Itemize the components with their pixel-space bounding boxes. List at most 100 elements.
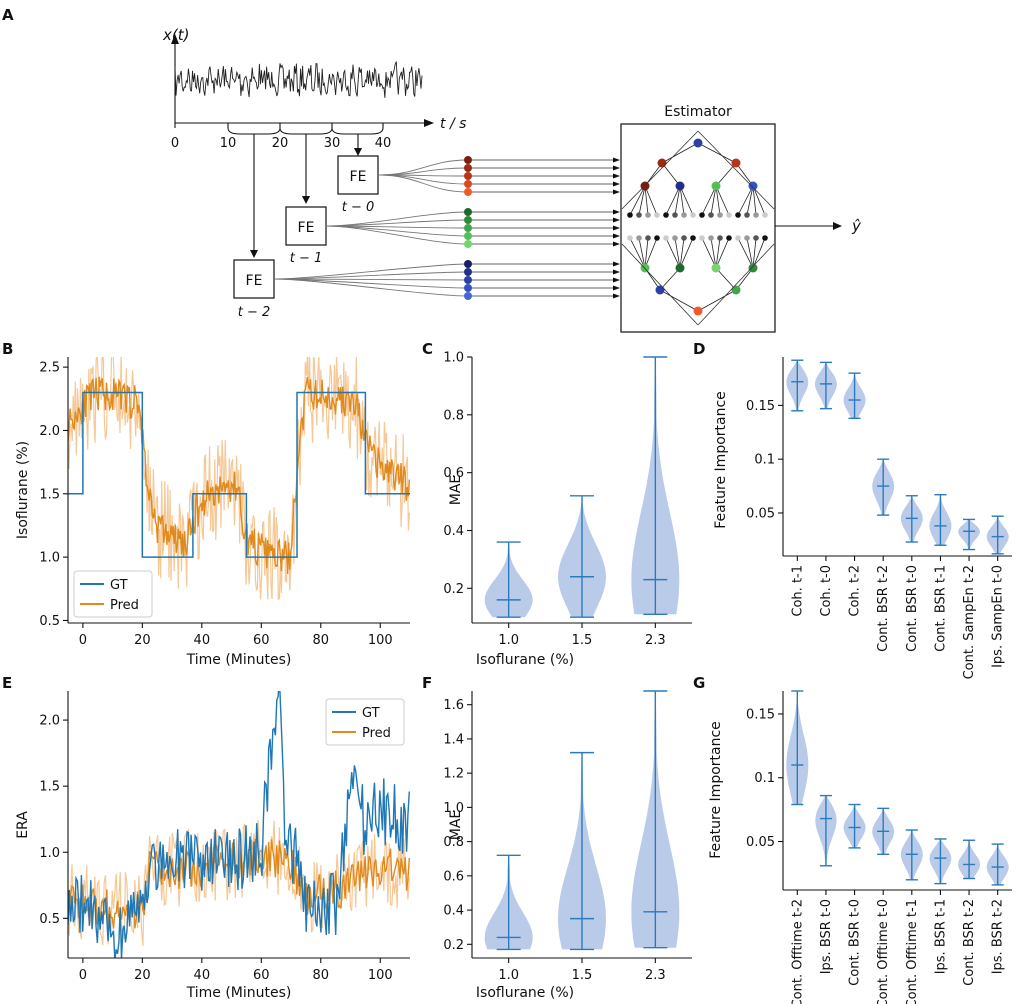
pred-band <box>68 357 410 601</box>
feature-node <box>464 216 472 224</box>
estimator-trees <box>621 130 775 326</box>
arrowhead <box>613 173 620 179</box>
time-tick-label: 10 <box>220 136 237 151</box>
fe-lag-label: t − 1 <box>290 251 323 266</box>
arrowhead <box>354 148 362 156</box>
estimator-title: Estimator <box>664 104 732 120</box>
x-tick-label: Cont. BSR t-1 <box>933 565 948 652</box>
y-tick-label: 0.2 <box>443 582 464 597</box>
arrowhead <box>613 157 620 163</box>
tree-leaf <box>690 212 696 218</box>
tree-edge <box>715 267 737 291</box>
tree-split-node <box>657 158 667 168</box>
panel-e-axes: 0.5 1.0 1.5 2.0 0 20 40 60 80 100 <box>39 691 410 983</box>
pred-line <box>68 376 410 574</box>
panel-g-chart: 0.05 0.1 0.15 Cont. Offtime t-2 Ips. BSR t-0… <box>746 690 1012 1004</box>
time-tick-label: 0 <box>171 136 179 151</box>
tree-edge <box>701 185 717 216</box>
x-tick-label: Coh. t-1 <box>790 565 805 617</box>
legend-pred-label: Pred <box>110 598 139 613</box>
panel-label-b: B <box>2 340 13 358</box>
tree-leaf <box>663 235 669 241</box>
tree-edge <box>715 185 730 216</box>
time-ticks: 0 10 20 30 40 <box>171 123 391 151</box>
tree-leaf <box>726 235 732 241</box>
arrowhead <box>613 209 620 215</box>
x-tick-label: 1.0 <box>498 633 519 648</box>
panel-label-c: C <box>422 340 433 358</box>
arrowhead <box>613 261 620 267</box>
window-brace-t2 <box>227 127 281 135</box>
gt-line <box>68 391 410 558</box>
tree-leaf <box>726 212 732 218</box>
x-tick-label: Ips. BSR t-0 <box>819 899 834 974</box>
tree-leaf <box>699 212 705 218</box>
arrowhead <box>613 293 620 299</box>
tree-leaf <box>636 235 642 241</box>
x-tick-label: 60 <box>253 968 270 983</box>
tree-edge <box>644 185 658 216</box>
tree-leaf <box>690 235 696 241</box>
time-tick-label: 40 <box>375 136 392 151</box>
arrowhead <box>613 181 620 187</box>
legend-box <box>73 570 153 618</box>
feature-node <box>464 164 472 172</box>
tree-leaf <box>699 235 705 241</box>
y-tick-label: 1.0 <box>443 801 464 816</box>
tree-leaf <box>645 235 651 241</box>
tree-edge <box>665 237 681 269</box>
pipeline-diagram: x(t) t / s 0 10 20 30 40 FE <box>162 26 862 333</box>
feature-node <box>464 208 472 216</box>
tree-leaf <box>735 235 741 241</box>
x-tick-label: 2.3 <box>645 968 666 983</box>
tree-edge <box>644 237 658 269</box>
legend: GT Pred <box>325 698 405 746</box>
y-tick-label: 2.5 <box>39 361 60 376</box>
panel-label-g: G <box>693 674 705 692</box>
feature-node <box>464 276 472 284</box>
arrowhead <box>613 233 620 239</box>
feature-node <box>464 268 472 276</box>
tree-leaf <box>708 212 714 218</box>
fe-lag-label: t − 2 <box>238 305 271 320</box>
y-tick-label: 1.0 <box>39 551 60 566</box>
fe-box-label: FE <box>246 273 263 289</box>
time-axis-label: t / s <box>440 116 466 132</box>
tree-edge <box>697 289 737 312</box>
x-tick-label: 1.5 <box>572 633 593 648</box>
y-axis-label: MAE <box>448 475 464 506</box>
fe-lag-label: t − 0 <box>342 200 375 215</box>
panel-label-e: E <box>2 674 12 692</box>
y-tick-label: 0.05 <box>746 835 775 850</box>
x-tick-label: 0 <box>79 968 87 983</box>
tree-edge <box>674 185 681 216</box>
tree-edge <box>715 185 721 216</box>
tree-leaf <box>762 212 768 218</box>
tree-edge <box>674 237 681 269</box>
gt-line <box>68 691 410 958</box>
fan-line <box>273 263 468 280</box>
tree-leaf <box>717 212 723 218</box>
feature-node <box>464 180 472 188</box>
tree-split-node <box>711 181 721 191</box>
tree-edge <box>679 185 694 216</box>
fan-line <box>377 159 468 176</box>
tree-edge <box>629 237 646 269</box>
arrowhead <box>613 269 620 275</box>
y-tick-label: 0.15 <box>746 399 775 414</box>
tree-leaf <box>681 235 687 241</box>
x-tick-label: 1.5 <box>572 968 593 983</box>
tree-edge <box>737 237 754 269</box>
feature-node <box>464 292 472 300</box>
time-tick-label: 30 <box>324 136 341 151</box>
tree-edge <box>752 185 757 216</box>
tree-outline <box>621 130 775 326</box>
fe-box-label: FE <box>350 169 367 185</box>
tree-edge <box>644 237 649 269</box>
arrowhead <box>613 189 620 195</box>
arrowhead <box>302 196 310 204</box>
output-arrowhead <box>833 222 842 230</box>
tree-edge <box>679 237 694 269</box>
tree-edge <box>710 237 717 269</box>
tree-leaf <box>744 212 750 218</box>
